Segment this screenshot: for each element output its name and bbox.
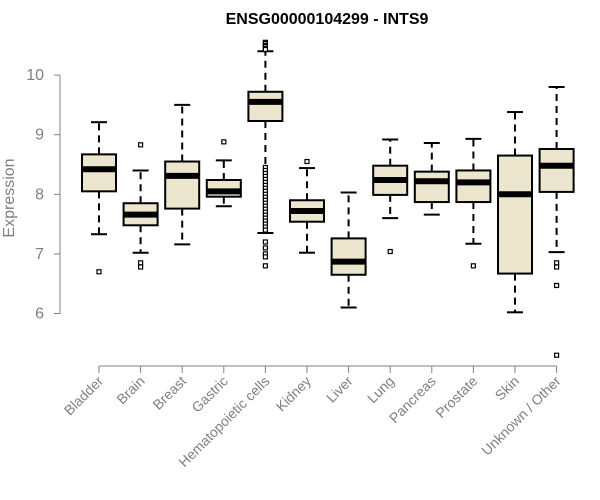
x-tick-label: Prostate <box>432 373 480 421</box>
outlier-point <box>262 245 268 251</box>
y-tick-label: 7 <box>35 246 44 263</box>
iqr-box <box>538 148 575 193</box>
y-tick-label: 6 <box>35 306 44 323</box>
x-tick-label: Kidney <box>273 373 315 415</box>
y-tick-label: 10 <box>26 67 44 84</box>
x-tick-label: Skin <box>492 373 523 404</box>
iqr-box <box>413 170 450 204</box>
outlier-point <box>138 264 144 270</box>
chart-title: ENSG00000104299 - INTS9 <box>226 11 429 28</box>
y-axis-label: Expression <box>1 158 18 237</box>
iqr-box <box>497 154 533 275</box>
outlier-point <box>221 139 227 145</box>
outlier-point <box>262 227 268 233</box>
y-axis: 6 7 8 9 10 <box>26 67 61 323</box>
box-bladder <box>81 121 117 275</box>
iqr-box <box>81 153 117 193</box>
box-unknown-other <box>538 86 575 358</box>
x-tick-label: Brain <box>113 373 147 407</box>
box-prostate <box>455 137 492 269</box>
box-lung <box>372 138 409 255</box>
x-tick-label: Bladder <box>61 373 107 419</box>
outlier-point <box>553 264 560 270</box>
outlier-point <box>138 142 144 148</box>
boxes-layer <box>81 39 575 358</box>
outlier-point <box>262 254 268 260</box>
iqr-box <box>330 237 367 276</box>
outlier-point <box>262 46 268 53</box>
box-breast <box>164 103 201 246</box>
outlier-point <box>304 158 310 165</box>
outlier-point <box>553 282 560 289</box>
box-gastric <box>205 139 242 208</box>
box-brain <box>122 142 159 270</box>
outlier-point <box>138 260 144 266</box>
iqr-box <box>247 90 284 122</box>
outlier-point <box>470 263 476 269</box>
y-tick-label: 9 <box>35 127 44 144</box>
iqr-box <box>164 160 201 210</box>
x-tick-label: Liver <box>323 373 356 406</box>
outlier-point <box>96 269 102 275</box>
outlier-point <box>262 239 268 245</box>
outlier-point <box>262 263 268 269</box>
box-hematopoietic-cells <box>247 39 284 269</box>
box-liver <box>330 191 367 309</box>
x-tick-label: Unknown / Other <box>478 373 564 459</box>
outlier-point <box>387 248 393 255</box>
box-skin <box>497 111 533 314</box>
x-tick-label: Breast <box>149 373 189 413</box>
box-pancreas <box>413 142 450 216</box>
outlier-point <box>553 260 560 266</box>
box-kidney <box>289 158 325 254</box>
iqr-box <box>455 169 492 204</box>
x-tick-label: Lung <box>364 373 397 406</box>
outlier-point <box>553 352 560 358</box>
y-tick-label: 8 <box>35 186 44 203</box>
